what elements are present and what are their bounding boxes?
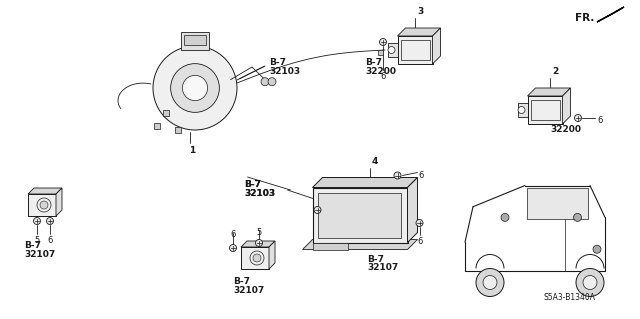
Circle shape xyxy=(230,244,237,251)
Polygon shape xyxy=(397,36,433,64)
Text: 6: 6 xyxy=(380,72,385,81)
Text: 2: 2 xyxy=(552,67,558,76)
Bar xyxy=(531,100,559,120)
Circle shape xyxy=(476,269,504,296)
Circle shape xyxy=(518,107,525,114)
Text: 32107: 32107 xyxy=(233,286,264,295)
Text: FR.: FR. xyxy=(575,13,595,23)
Polygon shape xyxy=(312,177,417,188)
Text: 1: 1 xyxy=(189,146,195,155)
Text: B-7: B-7 xyxy=(24,241,41,250)
Polygon shape xyxy=(28,188,62,194)
Circle shape xyxy=(501,213,509,221)
Circle shape xyxy=(575,115,582,122)
Polygon shape xyxy=(433,28,440,64)
Polygon shape xyxy=(527,96,563,124)
Text: B-7: B-7 xyxy=(244,180,262,189)
Circle shape xyxy=(182,75,207,100)
Text: S5A3-B1340Λ: S5A3-B1340Λ xyxy=(544,293,596,301)
Text: 5: 5 xyxy=(256,228,261,237)
Text: 32103: 32103 xyxy=(244,189,276,198)
Text: 32103: 32103 xyxy=(269,67,300,76)
Text: 32200: 32200 xyxy=(365,67,396,76)
Circle shape xyxy=(268,78,276,86)
Text: B-7: B-7 xyxy=(365,58,382,67)
Polygon shape xyxy=(527,188,588,219)
Circle shape xyxy=(314,206,321,213)
Text: B-7: B-7 xyxy=(550,116,567,125)
Bar xyxy=(401,40,429,60)
Polygon shape xyxy=(563,88,570,124)
Circle shape xyxy=(483,276,497,290)
Text: 6: 6 xyxy=(419,170,424,180)
Circle shape xyxy=(416,219,423,226)
Text: 32200: 32200 xyxy=(550,125,581,134)
Circle shape xyxy=(593,245,601,253)
Circle shape xyxy=(253,254,261,262)
Polygon shape xyxy=(28,194,56,216)
Circle shape xyxy=(380,39,387,46)
Text: 32107: 32107 xyxy=(24,250,55,259)
Polygon shape xyxy=(241,247,269,269)
Text: 6: 6 xyxy=(47,236,52,245)
Circle shape xyxy=(255,240,262,247)
Text: B-7: B-7 xyxy=(269,58,286,67)
Polygon shape xyxy=(378,49,383,55)
Circle shape xyxy=(261,78,269,86)
Polygon shape xyxy=(154,123,160,129)
Polygon shape xyxy=(397,28,440,36)
Text: 5: 5 xyxy=(34,236,39,245)
Polygon shape xyxy=(241,241,275,247)
Circle shape xyxy=(573,213,582,221)
Circle shape xyxy=(33,218,40,225)
Polygon shape xyxy=(408,177,417,242)
Circle shape xyxy=(153,46,237,130)
Text: 32103: 32103 xyxy=(244,189,276,198)
Polygon shape xyxy=(312,188,408,242)
Circle shape xyxy=(47,218,54,225)
Polygon shape xyxy=(597,7,624,22)
Bar xyxy=(317,192,401,238)
Text: 6: 6 xyxy=(417,237,423,246)
Polygon shape xyxy=(56,188,62,216)
Polygon shape xyxy=(163,110,168,116)
Text: 4: 4 xyxy=(372,157,378,166)
Circle shape xyxy=(394,172,401,179)
Text: 3: 3 xyxy=(417,7,423,16)
Polygon shape xyxy=(303,240,417,249)
Text: 6: 6 xyxy=(230,230,236,239)
Bar xyxy=(181,32,209,50)
Text: B-7: B-7 xyxy=(233,277,250,286)
Circle shape xyxy=(583,276,597,290)
Polygon shape xyxy=(269,241,275,269)
Polygon shape xyxy=(527,88,570,96)
Circle shape xyxy=(576,269,604,296)
Bar xyxy=(312,242,348,249)
Polygon shape xyxy=(387,43,397,57)
Text: 32107: 32107 xyxy=(367,263,399,272)
Text: 6: 6 xyxy=(597,116,602,125)
Text: B-7: B-7 xyxy=(367,255,385,263)
Text: B-7: B-7 xyxy=(244,180,262,189)
Polygon shape xyxy=(518,103,527,117)
Circle shape xyxy=(388,47,395,54)
Circle shape xyxy=(40,201,48,209)
Polygon shape xyxy=(175,127,181,133)
Bar xyxy=(184,35,206,45)
Circle shape xyxy=(171,63,220,112)
